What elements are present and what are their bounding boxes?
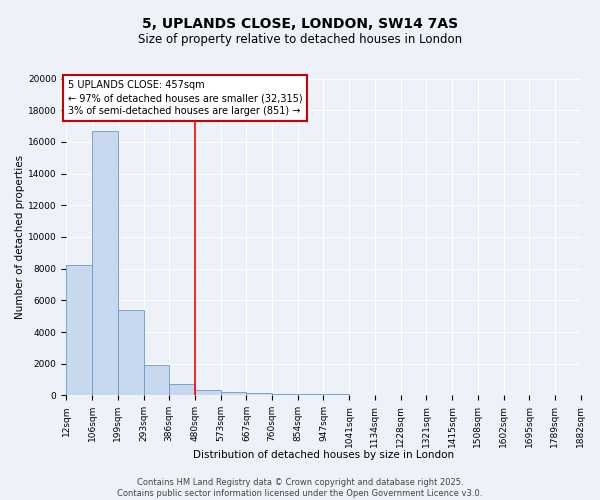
Bar	[298, 394, 323, 396]
Text: 5 UPLANDS CLOSE: 457sqm
← 97% of detached houses are smaller (32,315)
3% of semi: 5 UPLANDS CLOSE: 457sqm ← 97% of detache…	[68, 80, 302, 116]
Bar	[169, 384, 195, 396]
Text: Contains HM Land Registry data © Crown copyright and database right 2025.
Contai: Contains HM Land Registry data © Crown c…	[118, 478, 482, 498]
Bar	[221, 392, 247, 396]
Y-axis label: Number of detached properties: Number of detached properties	[15, 155, 25, 319]
Bar	[92, 131, 118, 396]
Bar	[143, 366, 169, 396]
Bar	[247, 393, 272, 396]
Text: 5, UPLANDS CLOSE, LONDON, SW14 7AS: 5, UPLANDS CLOSE, LONDON, SW14 7AS	[142, 18, 458, 32]
Bar	[118, 310, 143, 396]
Bar	[349, 394, 375, 396]
Bar	[375, 394, 401, 396]
Bar	[195, 390, 221, 396]
Bar	[272, 394, 298, 396]
Bar	[323, 394, 349, 396]
Bar	[66, 266, 92, 396]
X-axis label: Distribution of detached houses by size in London: Distribution of detached houses by size …	[193, 450, 454, 460]
Text: Size of property relative to detached houses in London: Size of property relative to detached ho…	[138, 32, 462, 46]
